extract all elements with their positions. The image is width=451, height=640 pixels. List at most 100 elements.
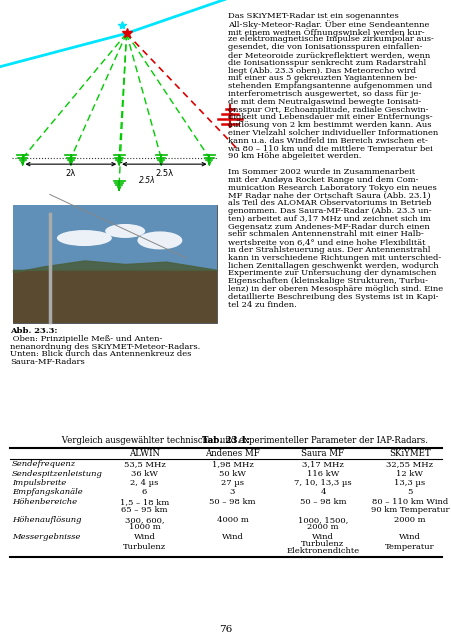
Text: Wind: Wind xyxy=(311,533,333,541)
Text: 4: 4 xyxy=(320,488,325,497)
Ellipse shape xyxy=(57,230,112,246)
Text: Saura MF: Saura MF xyxy=(301,449,344,458)
Text: munication Research Laboratory Tokyo ein neues: munication Research Laboratory Tokyo ein… xyxy=(227,184,436,191)
Text: 27 µs: 27 µs xyxy=(221,479,244,487)
Text: Empfangskanäle: Empfangskanäle xyxy=(12,488,83,497)
Text: de mit dem Neutralgaswind bewegte Ionisati-: de mit dem Neutralgaswind bewegte Ionisa… xyxy=(227,98,420,106)
Text: Messergebnisse: Messergebnisse xyxy=(12,533,80,541)
Text: SKiYMET: SKiYMET xyxy=(388,449,430,458)
Text: 2000 m: 2000 m xyxy=(393,516,425,524)
Text: Abb. 23.3:: Abb. 23.3: xyxy=(10,327,57,335)
Text: 1,5 – 18 km: 1,5 – 18 km xyxy=(120,498,169,506)
Text: 2, 4 µs: 2, 4 µs xyxy=(130,479,158,487)
Text: 300, 600,: 300, 600, xyxy=(124,516,164,524)
Text: lichen Zenitallagen geschwenkt werden, wodurch: lichen Zenitallagen geschwenkt werden, w… xyxy=(227,262,437,269)
Text: Turbulenz: Turbulenz xyxy=(301,540,344,548)
Text: 2.5λ: 2.5λ xyxy=(155,169,173,178)
Text: Turbulenz: Turbulenz xyxy=(123,543,166,551)
Text: Andenes MF: Andenes MF xyxy=(205,449,259,458)
Text: 1,98 MHz: 1,98 MHz xyxy=(211,460,253,468)
Text: Elektronendichte: Elektronendichte xyxy=(286,547,359,555)
Text: MF Radar nahe der Ortschaft Saura (Abb. 23.1): MF Radar nahe der Ortschaft Saura (Abb. … xyxy=(227,191,430,200)
Text: ten) arbeitet auf 3,17 MHz und zeichnet sich im: ten) arbeitet auf 3,17 MHz und zeichnet … xyxy=(227,215,430,223)
Text: Wind: Wind xyxy=(221,533,243,541)
Text: 76: 76 xyxy=(219,625,232,634)
Ellipse shape xyxy=(105,224,145,238)
Text: All-Sky-Meteor-Radar. Über eine Sendeantenne: All-Sky-Meteor-Radar. Über eine Sendeant… xyxy=(227,20,428,29)
Text: 90 km Temperatur: 90 km Temperatur xyxy=(370,506,448,514)
Text: nenanordnung des SKiYMET-Meteor-Radars.: nenanordnung des SKiYMET-Meteor-Radars. xyxy=(10,342,200,351)
Text: gesendet, die von Ionisationsspuren einfallen-: gesendet, die von Ionisationsspuren einf… xyxy=(227,44,421,51)
Text: 1000, 1500,: 1000, 1500, xyxy=(297,516,347,524)
Text: einer Vielzahl solcher individueller Informationen: einer Vielzahl solcher individueller Inf… xyxy=(227,129,437,137)
Text: mit einem weiten Öffnungswinkel werden kur-: mit einem weiten Öffnungswinkel werden k… xyxy=(227,28,423,36)
Text: 2.5λ: 2.5λ xyxy=(139,175,156,185)
Text: Wind: Wind xyxy=(133,533,155,541)
Text: detaillierte Beschreibung des Systems ist in Kapi-: detaillierte Beschreibung des Systems is… xyxy=(227,293,437,301)
Text: Temperatur: Temperatur xyxy=(384,543,434,551)
Text: der Meteoroide zurückreflektiert werden, wenn: der Meteoroide zurückreflektiert werden,… xyxy=(227,51,429,59)
Text: 1000 m: 1000 m xyxy=(129,524,160,531)
Text: 13,3 µs: 13,3 µs xyxy=(394,479,425,487)
Text: kann u.a. das Windfeld im Bereich zwischen et-: kann u.a. das Windfeld im Bereich zwisch… xyxy=(227,137,427,145)
Text: 3: 3 xyxy=(229,488,235,497)
Text: Eigenschaften (kleinskalige Strukturen, Turbu-: Eigenschaften (kleinskalige Strukturen, … xyxy=(227,277,427,285)
Text: genommen. Das Saura-MF-Radar (Abb. 23.3 un-: genommen. Das Saura-MF-Radar (Abb. 23.3 … xyxy=(227,207,431,215)
Text: mit einer aus 5 gekreuzten Yagiantennen be-: mit einer aus 5 gekreuzten Yagiantennen … xyxy=(227,74,416,83)
Text: 3,17 MHz: 3,17 MHz xyxy=(301,460,343,468)
Text: tel 24 zu finden.: tel 24 zu finden. xyxy=(227,301,296,308)
Text: Vergleich ausgewählter technischer und experimenteller Parameter der IAP-Radars.: Vergleich ausgewählter technischer und e… xyxy=(59,436,427,445)
Text: 80 – 110 km Wind: 80 – 110 km Wind xyxy=(371,498,447,506)
Text: wa 80 – 110 km und die mittlere Temperatur bei: wa 80 – 110 km und die mittlere Temperat… xyxy=(227,145,432,152)
Text: 32,55 MHz: 32,55 MHz xyxy=(386,460,433,468)
Text: ALWIN: ALWIN xyxy=(129,449,160,458)
Text: mit der Andøya Rocket Range und dem Com-: mit der Andøya Rocket Range und dem Com- xyxy=(227,176,418,184)
Text: Sendefrequenz: Sendefrequenz xyxy=(12,460,76,468)
Bar xyxy=(13,205,216,270)
Text: 116 kW: 116 kW xyxy=(306,470,338,477)
Text: Tab. 23.1:: Tab. 23.1: xyxy=(202,436,249,445)
Text: Wind: Wind xyxy=(398,533,420,541)
Text: Gegensatz zum Andenes-MF-Radar durch einen: Gegensatz zum Andenes-MF-Radar durch ein… xyxy=(227,223,429,230)
Text: in der Strahlsteuerung aus. Der Antennenstrahl: in der Strahlsteuerung aus. Der Antennen… xyxy=(227,246,429,254)
Text: die Ionisationsspur senkrecht zum Radarstrahl: die Ionisationsspur senkrecht zum Radars… xyxy=(227,59,425,67)
Text: 2000 m: 2000 m xyxy=(307,524,338,531)
Text: Impulsbreite: Impulsbreite xyxy=(12,479,66,487)
Text: 4000 m: 4000 m xyxy=(216,516,248,524)
Ellipse shape xyxy=(137,232,182,250)
Text: 5: 5 xyxy=(406,488,412,497)
Text: digkeit und Lebensdauer mit einer Entfernungs-: digkeit und Lebensdauer mit einer Entfer… xyxy=(227,113,432,122)
Text: 90 km Höhe abgeleitet werden.: 90 km Höhe abgeleitet werden. xyxy=(227,152,361,161)
Text: Höhenauflösung: Höhenauflösung xyxy=(12,516,81,524)
Text: auflösung von 2 km bestimmt werden kann. Aus: auflösung von 2 km bestimmt werden kann.… xyxy=(227,121,431,129)
Text: Höhenbereiche: Höhenbereiche xyxy=(12,498,77,506)
Bar xyxy=(13,270,216,323)
Text: sehr schmalen Antennenstrahl mit einer Halb-: sehr schmalen Antennenstrahl mit einer H… xyxy=(227,230,423,238)
Text: lenz) in der oberen Mesosphäre möglich sind. Eine: lenz) in der oberen Mesosphäre möglich s… xyxy=(227,285,442,293)
Text: Experimente zur Untersuchung der dynamischen: Experimente zur Untersuchung der dynamis… xyxy=(227,269,435,277)
Text: 6: 6 xyxy=(142,488,147,497)
Text: liegt (Abb. 23.3 oben). Das Meteorecho wird: liegt (Abb. 23.3 oben). Das Meteorecho w… xyxy=(227,67,415,75)
Text: Das SKiYMET-Radar ist ein sogenanntes: Das SKiYMET-Radar ist ein sogenanntes xyxy=(227,12,398,20)
Text: Im Sommer 2002 wurde in Zusammenarbeit: Im Sommer 2002 wurde in Zusammenarbeit xyxy=(227,168,414,176)
Text: onsspur Ort, Echoamplitude, radiale Geschwin-: onsspur Ort, Echoamplitude, radiale Gesc… xyxy=(227,106,428,114)
Text: stehenden Empfangsantenne aufgenommen und: stehenden Empfangsantenne aufgenommen un… xyxy=(227,82,431,90)
Text: 65 – 95 km: 65 – 95 km xyxy=(121,506,167,514)
Text: kann in verschiedene Richtungen mit unterschied-: kann in verschiedene Richtungen mit unte… xyxy=(227,254,440,262)
Text: 50 kW: 50 kW xyxy=(219,470,245,477)
Text: Unten: Blick durch das Antennenkreuz des: Unten: Blick durch das Antennenkreuz des xyxy=(10,350,191,358)
Text: wertsbreite von 6,4° und eine hohe Flexibilität: wertsbreite von 6,4° und eine hohe Flexi… xyxy=(227,238,424,246)
Text: Saura-MF-Radars: Saura-MF-Radars xyxy=(10,358,85,366)
Text: 53,5 MHz: 53,5 MHz xyxy=(124,460,165,468)
Bar xyxy=(13,205,216,323)
Text: 36 kW: 36 kW xyxy=(131,470,158,477)
Text: 2λ: 2λ xyxy=(66,169,76,178)
Text: als Teil des ALOMAR Observatoriums in Betrieb: als Teil des ALOMAR Observatoriums in Be… xyxy=(227,199,431,207)
Text: 50 – 98 km: 50 – 98 km xyxy=(209,498,255,506)
Text: Oben: Prinzipielle Meß- und Anten-: Oben: Prinzipielle Meß- und Anten- xyxy=(10,335,162,343)
Text: interferometrisch ausgewertet, so dass für je-: interferometrisch ausgewertet, so dass f… xyxy=(227,90,420,98)
Text: 50 – 98 km: 50 – 98 km xyxy=(299,498,345,506)
Text: Sendespitzenleistung: Sendespitzenleistung xyxy=(12,470,103,477)
Text: 12 kW: 12 kW xyxy=(396,470,423,477)
Text: 7, 10, 13,3 µs: 7, 10, 13,3 µs xyxy=(294,479,351,487)
